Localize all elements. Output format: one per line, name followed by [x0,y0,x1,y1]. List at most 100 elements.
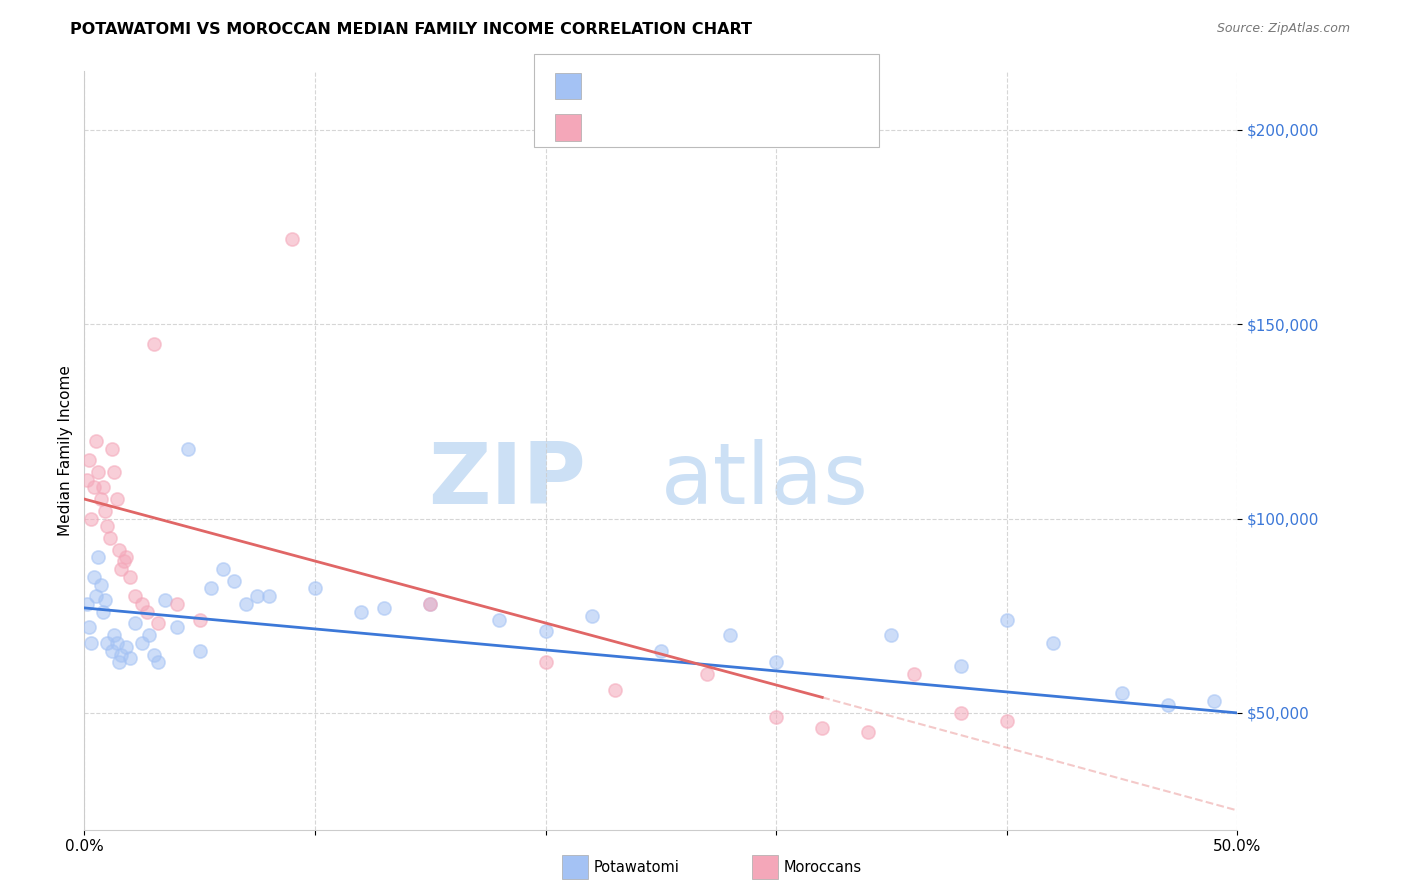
Text: atlas: atlas [661,439,869,523]
Point [84,589,107,603]
Point [765,656,787,670]
Point [94,504,117,518]
Point [142,336,165,351]
Point [112,554,135,568]
Point [880,628,903,642]
Point [91,480,114,494]
Point [77,620,100,634]
Point [995,714,1018,728]
Point [1204,694,1226,708]
Point [765,710,787,724]
Point [87,550,110,565]
Text: 37: 37 [731,120,752,135]
Point [110,562,132,576]
Point [696,667,718,681]
Point [534,656,557,670]
Point [84,434,107,448]
Point [115,640,138,654]
Point [903,667,925,681]
Point [101,643,124,657]
Point [80,636,103,650]
Point [1042,636,1064,650]
Point [80,511,103,525]
Point [304,582,326,596]
Point [77,453,100,467]
Point [105,636,128,650]
Point [235,597,257,611]
Text: -0.334: -0.334 [623,120,678,135]
Point [135,605,157,619]
Point [124,616,146,631]
Point [103,465,125,479]
Point [995,613,1018,627]
Point [98,531,121,545]
Point [224,574,246,588]
Text: POTAWATOMI VS MOROCCAN MEDIAN FAMILY INCOME CORRELATION CHART: POTAWATOMI VS MOROCCAN MEDIAN FAMILY INC… [70,22,752,37]
Point [858,725,880,739]
Point [350,605,373,619]
Text: Moroccans: Moroccans [783,860,862,874]
Point [188,643,211,657]
Text: N =: N = [688,120,731,135]
Point [257,589,280,603]
Point [110,648,132,662]
Point [146,656,169,670]
Point [76,473,98,487]
Point [1111,686,1133,700]
Text: -0.356: -0.356 [623,78,678,94]
Point [281,231,304,245]
Point [581,608,603,623]
Point [91,605,114,619]
Point [108,542,131,557]
Point [131,597,153,611]
Point [124,589,146,603]
Text: R =: R = [591,120,624,135]
Point [419,597,441,611]
Point [83,570,105,584]
Point [153,593,176,607]
Point [108,656,131,670]
Point [211,562,233,576]
Point [166,620,188,634]
Point [811,722,834,736]
Point [87,465,110,479]
Point [96,519,118,533]
Text: R =: R = [591,78,624,94]
Point [105,491,128,506]
Point [488,613,510,627]
Point [188,613,211,627]
Point [120,570,142,584]
Point [603,682,626,697]
Point [83,480,105,494]
Point [718,628,741,642]
Point [103,628,125,642]
Y-axis label: Median Family Income: Median Family Income [58,365,73,536]
Point [115,550,138,565]
Point [101,442,124,456]
Text: N =: N = [688,78,731,94]
Point [650,643,672,657]
Point [419,597,441,611]
Point [1157,698,1180,713]
Point [246,589,269,603]
Point [949,659,972,673]
Point [76,597,98,611]
Point [89,491,111,506]
Point [89,577,111,591]
Point [142,648,165,662]
Text: Potawatomi: Potawatomi [593,860,679,874]
Point [138,628,160,642]
Text: Source: ZipAtlas.com: Source: ZipAtlas.com [1216,22,1350,36]
Point [373,601,395,615]
Point [166,597,188,611]
Point [131,636,153,650]
Point [177,442,200,456]
Text: ZIP: ZIP [429,439,586,523]
Point [146,616,169,631]
Point [949,706,972,720]
Point [120,651,142,665]
Point [96,636,118,650]
Point [534,624,557,639]
Point [200,582,222,596]
Point [94,593,117,607]
